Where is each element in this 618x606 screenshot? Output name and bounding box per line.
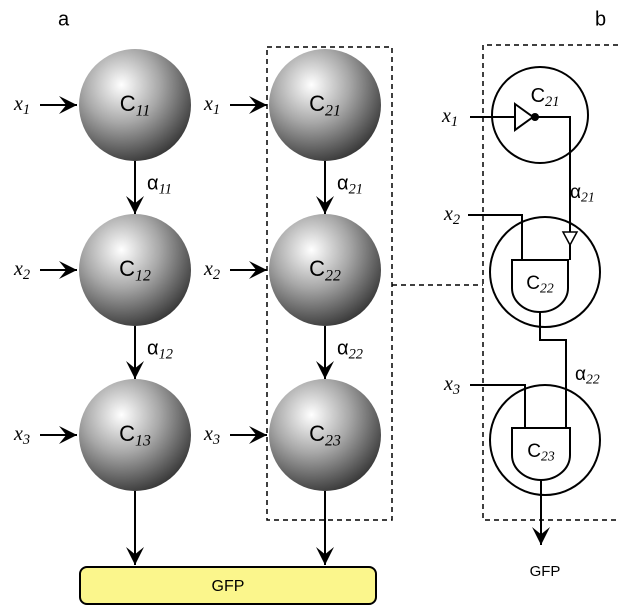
panel-label: b	[595, 8, 606, 30]
input-label: x2	[13, 258, 30, 284]
input-label-sub: 1	[213, 102, 220, 118]
input-label-base: x	[13, 423, 23, 445]
input-label-base: x	[203, 423, 213, 445]
cell-label-sub: 21	[325, 102, 341, 119]
gfp-label: GFP	[212, 578, 245, 595]
input-label: x1	[203, 93, 220, 119]
edge-label: α12	[147, 338, 173, 363]
edge-label: α21	[337, 173, 363, 198]
wire	[535, 117, 570, 232]
cell-label-sub: 23	[325, 432, 341, 449]
circuit-input-label-base: x	[443, 373, 453, 395]
input-label: x3	[203, 423, 220, 449]
circuit-input-label: x1	[441, 105, 458, 131]
edge-label-sub: 22	[349, 347, 363, 363]
circuit-input-label: x2	[443, 203, 460, 229]
cell-label-sub: 13	[135, 432, 151, 449]
edge-label-sub: 21	[349, 182, 363, 198]
circuit-node-label-base: C	[531, 85, 545, 107]
circuit-input-label-sub: 2	[453, 212, 460, 228]
circuit-edge-label-base: α	[570, 182, 581, 203]
input-label-sub: 2	[23, 267, 30, 283]
cell-label-base: C	[119, 421, 135, 446]
cell-label-base: C	[309, 421, 325, 446]
circuit-node-label-sub: 21	[545, 94, 559, 110]
input-label-base: x	[203, 258, 213, 280]
edge-label-base: α	[147, 173, 159, 195]
input-label: x2	[203, 258, 220, 284]
circuit-input-label-base: x	[443, 203, 453, 225]
input-label: x1	[13, 93, 30, 119]
input-label: x3	[13, 423, 30, 449]
inverter	[563, 232, 577, 245]
input-label-sub: 3	[212, 432, 220, 448]
circuit-node-label-sub: 22	[540, 281, 554, 296]
circuit-edge-label: α22	[575, 364, 600, 387]
cell-label-sub: 12	[135, 267, 151, 284]
panel-label: a	[58, 8, 70, 30]
diagram: GFP GFP abC11x1α11C12x2α12C13x3C21x1α21C…	[0, 0, 618, 606]
edge-label-base: α	[337, 173, 349, 195]
circuit-node-label-base: C	[527, 441, 541, 462]
edge-label-sub: 12	[159, 347, 173, 363]
circuit-node-label: C21	[531, 85, 560, 110]
edge-label-base: α	[337, 338, 349, 360]
circuit-output: GFP	[530, 563, 561, 580]
circuit-edge-label-sub: 21	[581, 190, 595, 205]
cell-label-base: C	[309, 256, 325, 281]
circuit-edge-label: α21	[570, 182, 595, 205]
circuit-input-label: x3	[443, 373, 460, 399]
edge-label-sub: 11	[159, 182, 172, 198]
edge-label: α22	[337, 338, 363, 363]
input-label-base: x	[203, 93, 213, 115]
circuit-input-label-sub: 3	[452, 382, 460, 398]
cell-label-base: C	[120, 91, 136, 116]
circuit-edge-label-sub: 22	[586, 372, 600, 387]
circuit-edge-label-base: α	[575, 364, 586, 385]
input-label-sub: 3	[22, 432, 30, 448]
circuit-node-label-sub: 23	[541, 449, 555, 464]
wire	[470, 385, 525, 428]
circuit: GFP	[468, 67, 600, 580]
wire	[468, 215, 522, 260]
edge-label-base: α	[147, 338, 159, 360]
circuit-cell	[492, 67, 588, 163]
circuit-input-label-sub: 1	[451, 114, 458, 130]
cell-label-sub: 11	[136, 102, 151, 119]
input-label-base: x	[13, 93, 23, 115]
wire	[540, 312, 566, 428]
cell-label-base: C	[309, 91, 325, 116]
cell-label-sub: 22	[325, 267, 341, 284]
circuit-node-label-base: C	[526, 273, 540, 294]
input-label-sub: 2	[213, 267, 220, 283]
cell-label-base: C	[119, 256, 135, 281]
inverter	[515, 104, 533, 130]
input-label-base: x	[13, 258, 23, 280]
input-label-sub: 1	[23, 102, 30, 118]
edge-label: α11	[147, 173, 172, 198]
circuit-input-label-base: x	[441, 105, 451, 127]
